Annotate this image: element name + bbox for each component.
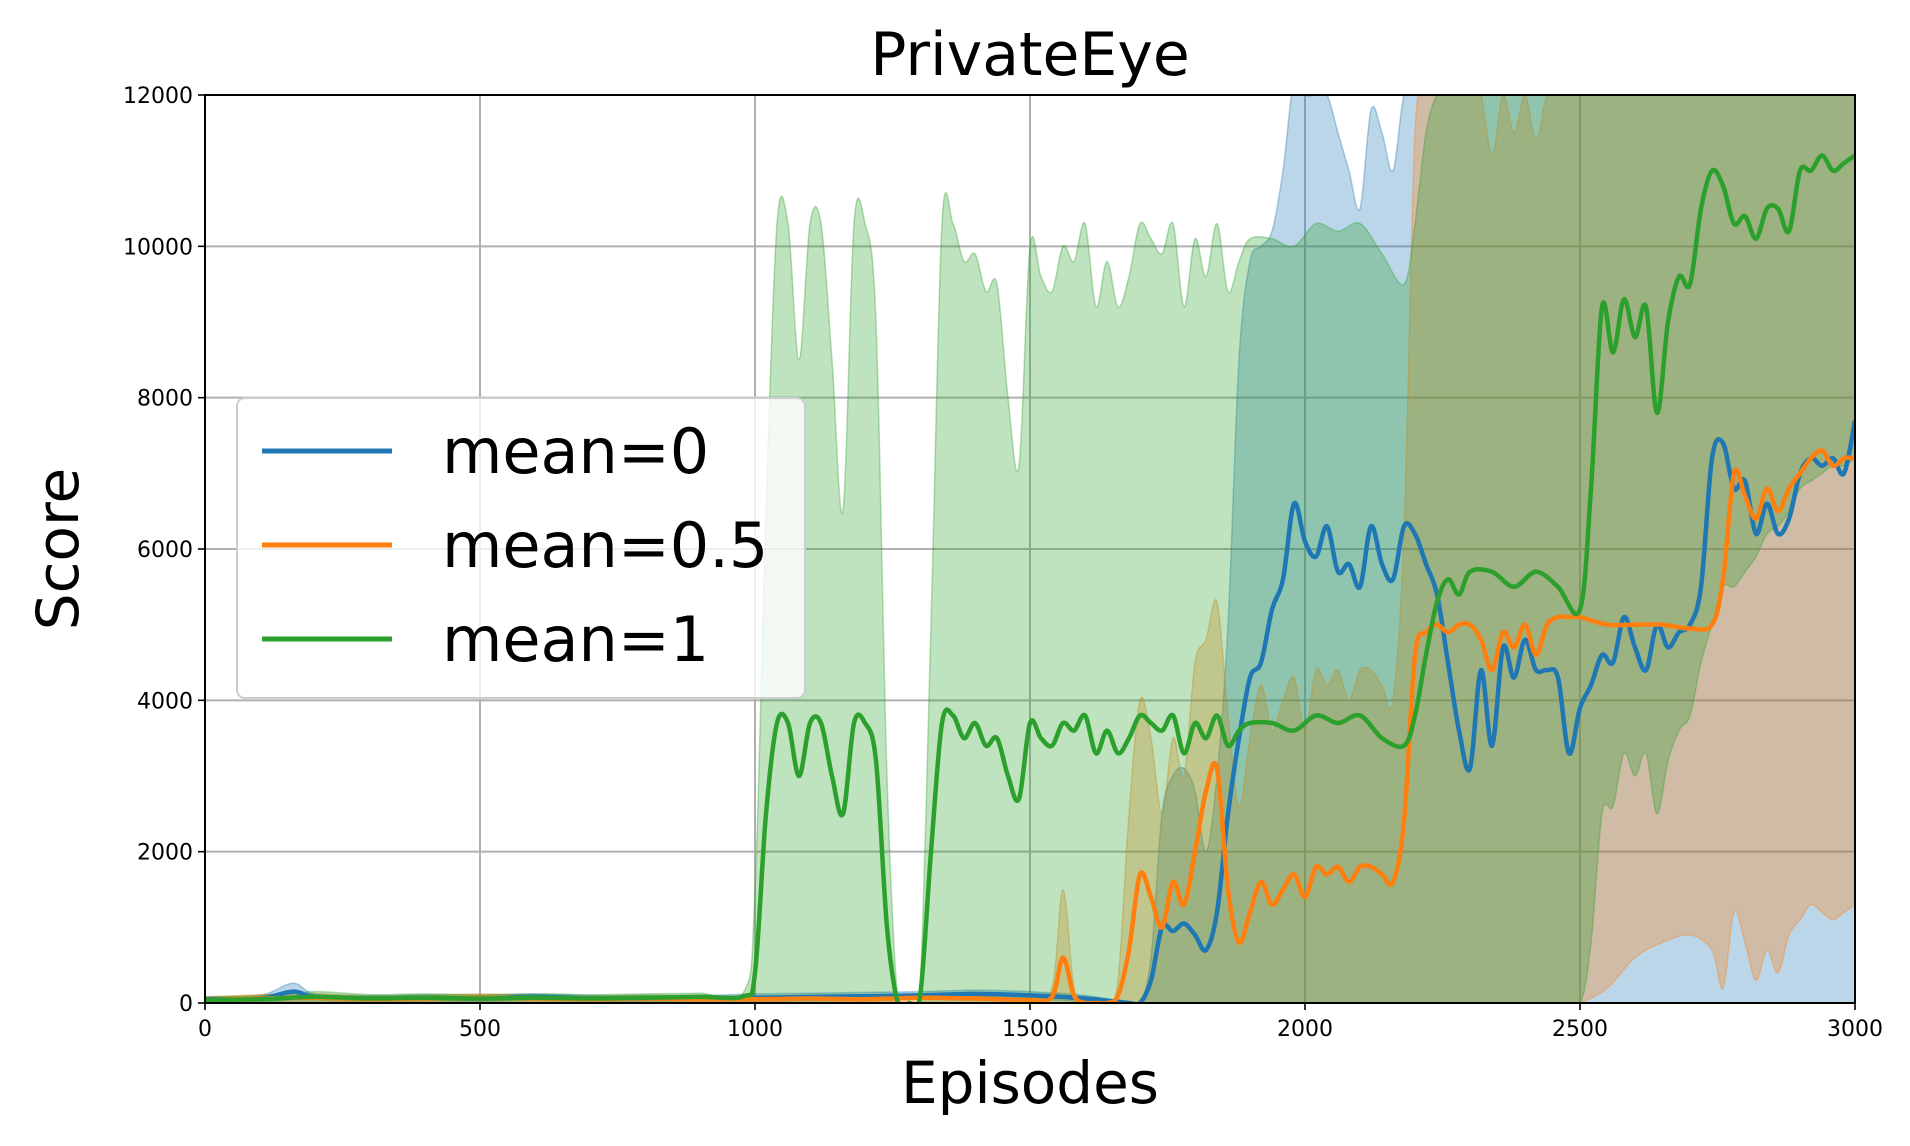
x-tick-label: 0 bbox=[198, 1017, 212, 1042]
y-tick-label: 2000 bbox=[137, 841, 193, 866]
series-lines bbox=[205, 153, 1855, 1003]
series-line-mean-0 bbox=[205, 419, 1855, 1003]
band-mean-0-5 bbox=[205, 95, 1855, 1003]
y-tick-label: 0 bbox=[179, 992, 193, 1017]
series-line-mean-0-5 bbox=[205, 448, 1855, 1003]
x-tick-label: 500 bbox=[459, 1017, 501, 1042]
band-mean-1 bbox=[205, 95, 1855, 1003]
x-tick-label: 1500 bbox=[1002, 1017, 1058, 1042]
x-tick-label: 2000 bbox=[1277, 1017, 1333, 1042]
legend-label: mean=0.5 bbox=[442, 509, 768, 582]
legend: mean=0 mean=0.5 mean=1 bbox=[236, 397, 806, 699]
y-tick-label: 10000 bbox=[123, 235, 193, 260]
chart-title: PrivateEye bbox=[870, 20, 1190, 90]
x-axis-label: Episodes bbox=[901, 1049, 1159, 1117]
y-tick-label: 6000 bbox=[137, 538, 193, 563]
legend-box bbox=[236, 397, 806, 699]
band-mean-0 bbox=[205, 95, 1855, 1003]
axis-ticks: 0 500 1000 1500 2000 2500 3000 0 2000 4000 6000 800… bbox=[123, 84, 1883, 1042]
series-line-mean-1 bbox=[205, 153, 1855, 1003]
x-tick-label: 2500 bbox=[1552, 1017, 1608, 1042]
legend-label: mean=0 bbox=[442, 415, 709, 488]
confidence-bands bbox=[205, 95, 1855, 1003]
x-tick-label: 1000 bbox=[727, 1017, 783, 1042]
y-tick-label: 8000 bbox=[137, 387, 193, 412]
legend-label: mean=1 bbox=[442, 603, 709, 676]
y-axis-label: Score bbox=[24, 468, 92, 630]
y-tick-label: 4000 bbox=[137, 689, 193, 714]
y-tick-label: 12000 bbox=[123, 84, 193, 109]
x-tick-label: 3000 bbox=[1827, 1017, 1883, 1042]
